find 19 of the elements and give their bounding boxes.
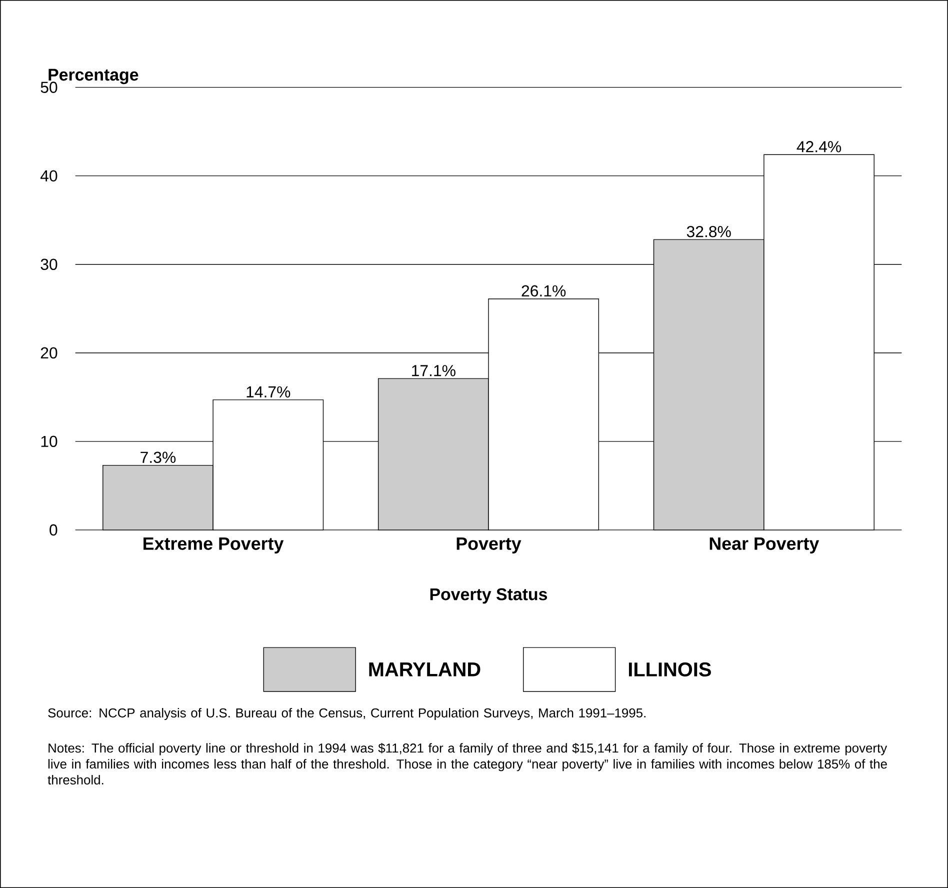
x-axis-title: Poverty Status bbox=[430, 588, 548, 604]
data-label: 42.4% bbox=[796, 141, 842, 152]
legend-label: MARYLAND bbox=[369, 662, 480, 676]
data-label: 17.1% bbox=[412, 365, 456, 376]
source-note: Source: NCCP analysis of U.S. Bureau of the Census, Current Population Surveys, March 1991–1995. bbox=[48, 708, 646, 720]
text: Notes: The official poverty line or threshold in 1994 was $11,821 for a family of three and $15,141 for a family of four. Those in extreme poverty live in families with incomes less than half of the threshold. Those in the category “near poverty” live in families with incomes below 185% of the threshold. bbox=[48, 742, 888, 785]
y-tick-label: 10 bbox=[41, 436, 58, 448]
data-label: 26.1% bbox=[522, 285, 566, 297]
x-tick-label: Poverty bbox=[456, 537, 522, 554]
y-tick-label: 0 bbox=[50, 524, 58, 536]
legend-label: ILLINOIS bbox=[628, 662, 711, 676]
data-label: 32.8% bbox=[686, 226, 731, 238]
y-tick-label: 40 bbox=[40, 170, 58, 182]
x-tick-label: Near Poverty bbox=[710, 537, 820, 554]
y-tick-label: 20 bbox=[40, 347, 58, 359]
y-tick-label: 30 bbox=[40, 258, 58, 270]
data-label: 14.7% bbox=[246, 386, 290, 398]
data-label: 7.3% bbox=[140, 452, 176, 463]
x-tick-label: Extreme Poverty bbox=[144, 537, 284, 554]
